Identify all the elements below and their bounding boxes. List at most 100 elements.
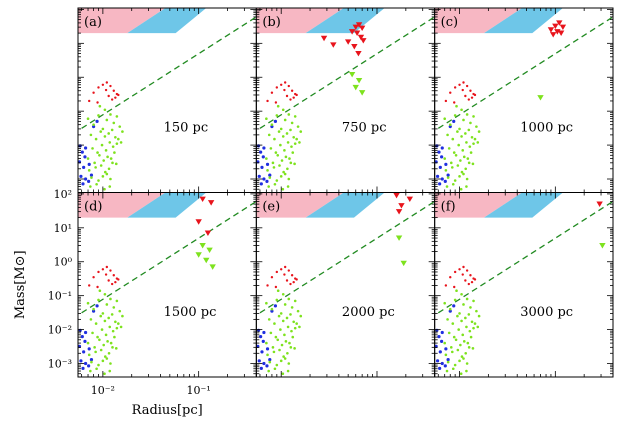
data-point-blue: [273, 304, 278, 308]
data-point-green: [97, 363, 100, 367]
data-point-green: [111, 329, 115, 333]
data-point-red: [285, 94, 289, 98]
panel-letter-label: (d): [84, 200, 102, 215]
data-point-green: [99, 164, 103, 167]
data-point-red: [449, 91, 452, 94]
data-point-green: [89, 185, 92, 188]
data-point-green: [298, 325, 301, 329]
data-point-green: [279, 328, 282, 331]
data-point-red: [92, 276, 95, 279]
data-point-green: [276, 338, 280, 342]
panel-distance-label: 150 pc: [164, 121, 209, 136]
data-point-green: [86, 157, 90, 160]
data-point-green: [288, 341, 291, 345]
data-point-green: [107, 351, 111, 355]
data-point-green: [468, 329, 472, 333]
upper-limit-red: [330, 42, 337, 48]
panel-frame: [255, 192, 436, 378]
data-point-blue: [440, 155, 444, 159]
data-point-green: [109, 341, 113, 345]
data-point-green: [281, 187, 285, 191]
data-point-green: [469, 151, 473, 154]
data-point-blue: [265, 179, 269, 183]
data-point-blue: [259, 182, 263, 186]
data-point-green: [89, 369, 92, 373]
data-point-green: [451, 137, 455, 141]
data-point-blue: [440, 361, 444, 366]
upper-limit-red: [199, 196, 206, 203]
data-point-blue: [452, 304, 456, 308]
plot-area: [434, 8, 613, 191]
x-axis-title: Radius[pc]: [132, 403, 203, 418]
data-point-green: [90, 176, 93, 179]
upper-limit-green: [206, 247, 213, 254]
data-point-green: [289, 313, 292, 316]
data-point-green: [465, 141, 468, 144]
data-point-green: [279, 127, 283, 131]
data-point-green: [115, 299, 119, 303]
data-point-blue: [452, 119, 456, 123]
data-point-green: [93, 346, 96, 349]
data-point-green: [92, 307, 95, 311]
data-point-green: [93, 161, 96, 165]
data-point-red: [104, 273, 108, 276]
upper-limit-red: [552, 23, 559, 30]
dashed-threshold-line: [434, 200, 613, 316]
data-point-green: [459, 159, 462, 162]
data-point-green: [268, 176, 272, 179]
data-point-green: [92, 123, 95, 126]
data-point-green: [465, 362, 469, 365]
data-point-green: [287, 362, 291, 365]
data-point-green: [469, 335, 473, 339]
data-point-green: [101, 127, 105, 131]
data-point-green: [278, 348, 281, 352]
data-point-red: [105, 81, 109, 84]
data-point-blue: [437, 150, 441, 154]
data-point-green: [108, 325, 112, 329]
data-point-green: [445, 369, 449, 373]
data-point-green: [464, 167, 468, 171]
y-tick-label: 10⁰: [54, 256, 73, 269]
upper-limit-red: [355, 22, 363, 28]
upper-limit-red: [360, 38, 367, 44]
data-point-red: [290, 274, 294, 277]
data-point-green: [470, 320, 474, 324]
data-point-green: [121, 314, 124, 318]
data-point-green: [445, 185, 449, 188]
data-point-red: [112, 89, 115, 92]
data-point-blue: [262, 330, 266, 335]
excluded-region-blue: [483, 8, 563, 34]
data-point-green: [109, 113, 112, 116]
data-point-blue: [443, 364, 447, 368]
data-point-green: [299, 314, 303, 318]
data-point-green: [104, 149, 108, 152]
panel-frame: [255, 7, 436, 193]
data-point-blue: [83, 177, 88, 181]
y-axis-title: Mass[M⊙]: [13, 250, 28, 319]
data-point-green: [283, 118, 287, 122]
data-point-green: [86, 341, 90, 345]
data-point-green: [273, 322, 276, 325]
data-point-green: [458, 127, 461, 131]
upper-limit-red: [352, 24, 359, 31]
data-point-green: [456, 314, 459, 318]
data-point-green: [282, 170, 285, 174]
data-point-green: [107, 167, 111, 171]
data-point-red: [295, 93, 298, 97]
data-point-blue: [83, 330, 88, 335]
data-point-red: [473, 278, 477, 281]
upper-limit-red: [358, 25, 366, 32]
data-point-green: [468, 145, 472, 148]
data-point-blue: [83, 339, 87, 343]
data-point-green: [269, 331, 273, 335]
data-point-red: [285, 279, 289, 282]
data-point-blue: [83, 155, 87, 159]
data-point-green: [96, 151, 99, 154]
excluded-region-blue: [305, 8, 385, 34]
upper-limit-red: [393, 192, 400, 199]
data-point-green: [94, 137, 98, 141]
data-point-green: [99, 348, 103, 352]
data-point-blue: [257, 174, 261, 178]
data-point-green: [288, 157, 291, 160]
data-point-green: [472, 115, 475, 118]
